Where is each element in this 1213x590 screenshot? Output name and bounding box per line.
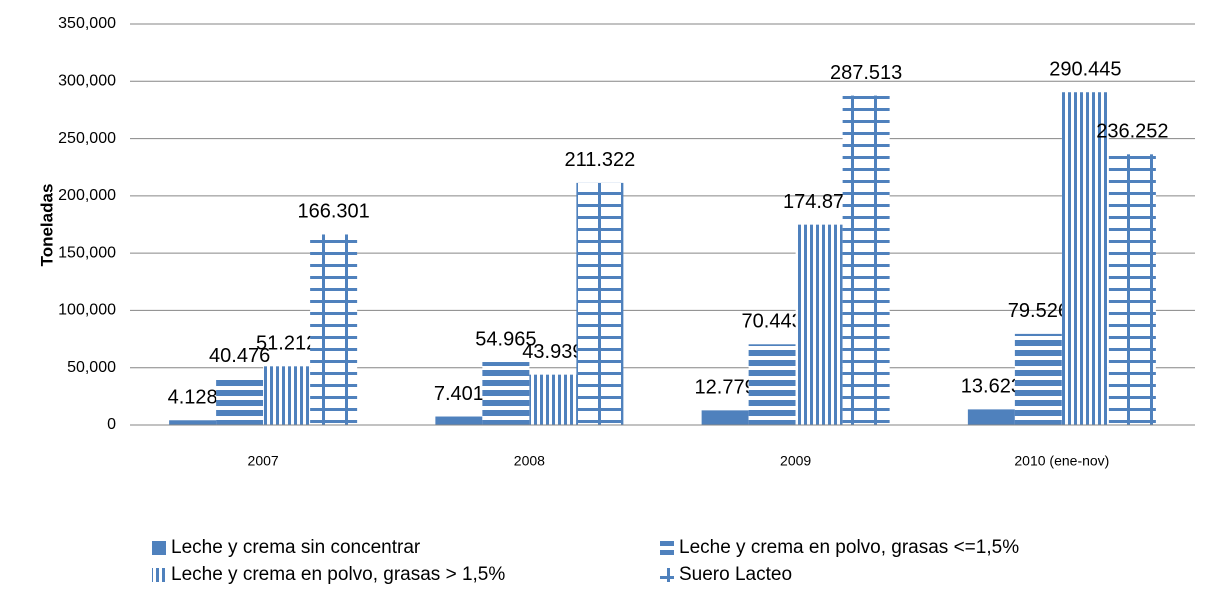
legend-swatch xyxy=(152,541,166,555)
y-tick-label: 0 xyxy=(107,416,116,433)
bar xyxy=(310,234,358,425)
legend-swatch xyxy=(152,568,166,582)
bar xyxy=(216,378,264,425)
value-label: 79.526 xyxy=(1008,300,1069,322)
legend-swatch xyxy=(660,541,674,555)
value-label: 211.322 xyxy=(564,149,635,171)
value-label: 236.252 xyxy=(1096,121,1168,143)
legend-label: Suero Lacteo xyxy=(679,564,792,585)
value-label: 7.401 xyxy=(434,383,484,405)
bar xyxy=(169,420,217,425)
x-tick-label: 2007 xyxy=(248,453,279,469)
value-label: 70.443 xyxy=(742,311,803,333)
value-label: 4.128 xyxy=(168,387,218,409)
bar xyxy=(1061,92,1109,425)
bar xyxy=(482,362,530,425)
value-label: 40.476 xyxy=(209,345,270,367)
bar xyxy=(701,410,749,425)
bar xyxy=(967,409,1015,425)
bar xyxy=(529,374,577,425)
bar xyxy=(435,416,483,425)
value-label: 43.939 xyxy=(522,341,583,363)
y-tick-label: 150,000 xyxy=(58,244,116,261)
x-tick-label: 2010 (ene-nov) xyxy=(1014,453,1109,469)
legend-label: Leche y crema sin concentrar xyxy=(171,537,421,558)
bar xyxy=(1108,154,1156,426)
value-label: 51.212 xyxy=(256,333,317,355)
x-tick-label: 2009 xyxy=(780,453,811,469)
y-tick-label: 50,000 xyxy=(67,359,116,376)
bar xyxy=(795,224,843,425)
y-axis-label: Toneladas xyxy=(37,184,56,267)
value-label: 166.301 xyxy=(297,201,369,223)
legend-label: Leche y crema en polvo, grasas > 1,5% xyxy=(171,564,505,585)
bar xyxy=(263,366,311,425)
value-label: 12.779 xyxy=(695,377,756,399)
y-tick-label: 250,000 xyxy=(58,130,116,147)
legend-label: Leche y crema en polvo, grasas <=1,5% xyxy=(679,537,1019,558)
value-label: 174.870 xyxy=(783,191,855,213)
bar xyxy=(842,95,890,425)
value-label: 287.513 xyxy=(830,62,902,84)
y-tick-label: 200,000 xyxy=(58,187,116,204)
x-tick-label: 2008 xyxy=(514,453,545,469)
y-tick-label: 100,000 xyxy=(58,302,116,319)
bar xyxy=(748,344,796,425)
value-label: 13.623 xyxy=(961,376,1022,398)
value-label: 290.445 xyxy=(1049,59,1121,81)
legend-swatch xyxy=(660,568,674,582)
y-tick-label: 350,000 xyxy=(58,15,116,32)
y-tick-label: 300,000 xyxy=(58,73,116,90)
value-label: 54.965 xyxy=(475,328,536,350)
bar xyxy=(1014,333,1062,425)
bar xyxy=(576,182,624,425)
